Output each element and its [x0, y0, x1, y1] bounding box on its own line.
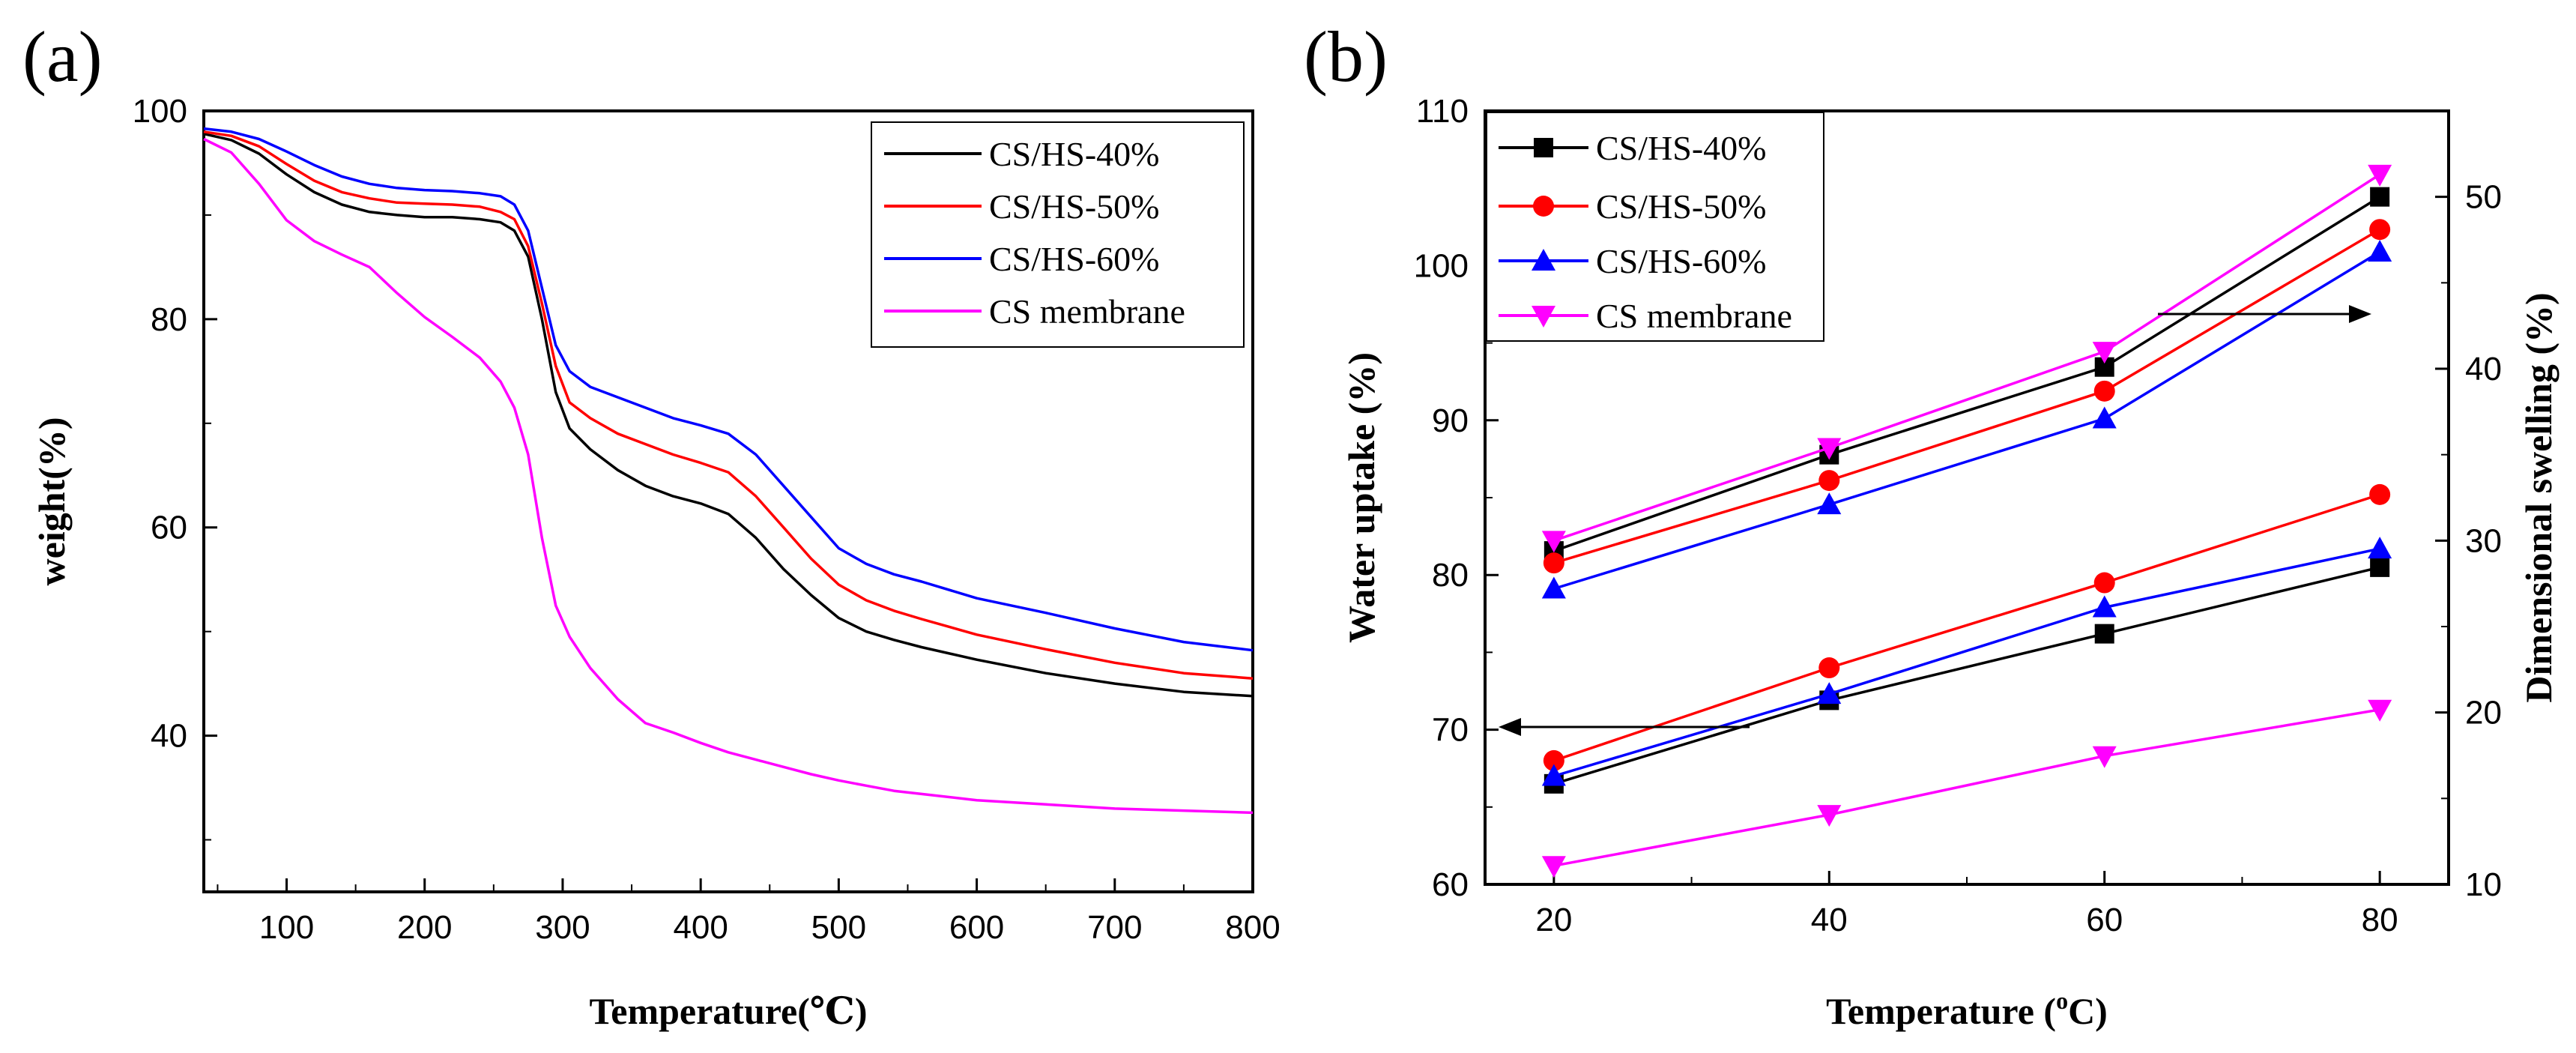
water-uptake-point-cs-membrane — [1541, 856, 1566, 878]
y-tick-label: 80 — [151, 301, 187, 338]
series-line-cs-hs-50 — [203, 130, 1254, 680]
panel-b-y2-axis-label: Dimensional swelling (%) — [2518, 292, 2560, 702]
legend-label-cs-hs-40: CS/HS-40% — [1596, 129, 1766, 167]
panel-a-plot-frame — [202, 109, 1254, 893]
panel-a: (a) 100 200 300 400 500 600 700 800 40 60 80 100 T… — [22, 16, 1281, 1032]
water-uptake-point-cs-membrane — [1817, 805, 1842, 827]
water-uptake-point-cs-membrane — [2368, 699, 2392, 722]
swelling-point-cs-hs-50 — [1818, 470, 1840, 492]
swelling-point-cs-membrane — [2368, 164, 2392, 187]
swelling-line-cs-membrane — [1553, 173, 2381, 542]
swelling-point-cs-membrane — [1541, 531, 1566, 553]
water-uptake-point-cs-hs-50 — [1818, 657, 1840, 679]
y-tick-label: 90 — [1432, 402, 1469, 439]
legend-label-cs-membrane: CS membrane — [989, 292, 1185, 331]
y-tick-label: 100 — [1414, 247, 1469, 284]
panel-a-y-axis-label: weight(%) — [31, 417, 73, 586]
water-uptake-point-cs-hs-60 — [1817, 682, 1842, 704]
panel-a-x-ticks: 100 200 300 400 500 600 700 800 — [217, 878, 1281, 946]
left-arrow-annotation — [1499, 718, 1750, 736]
legend-label-cs-hs-40: CS/HS-40% — [989, 135, 1159, 173]
water-uptake-line-cs-hs-40 — [1553, 566, 2380, 785]
legend-label-cs-hs-50: CS/HS-50% — [989, 187, 1159, 226]
legend-label-cs-membrane: CS membrane — [1596, 297, 1792, 335]
x-tick-label: 60 — [2086, 902, 2123, 938]
panel-b-label: (b) — [1304, 16, 1388, 97]
panel-a-series — [203, 127, 1254, 815]
x-tick-label: 80 — [2362, 902, 2398, 938]
legend-label-cs-hs-60: CS/HS-60% — [1596, 242, 1766, 280]
water-uptake-point-cs-hs-50 — [1543, 749, 1564, 771]
panel-b-x-ticks: 20 40 60 80 — [1535, 871, 2398, 938]
y2-tick-label: 50 — [2465, 179, 2502, 216]
panel-a-x-axis-label: Temperature(℃) — [590, 990, 868, 1032]
y2-tick-label: 40 — [2465, 351, 2502, 387]
x-tick-label: 40 — [1811, 902, 1848, 938]
swelling-point-cs-membrane — [1817, 438, 1842, 460]
y2-tick-label: 10 — [2465, 866, 2502, 903]
x-tick-label: 200 — [397, 909, 452, 946]
swelling-point-cs-hs-50 — [1543, 552, 1564, 574]
y2-tick-label: 30 — [2465, 522, 2502, 559]
panel-b-x-axis-label: Temperature (oC) — [1826, 987, 2108, 1032]
water-uptake-point-cs-hs-60 — [1541, 764, 1566, 786]
x-tick-label: 700 — [1087, 909, 1142, 946]
water-uptake-point-cs-hs-50 — [2369, 483, 2391, 505]
legend-marker-cs-membrane — [1532, 306, 1555, 328]
y2-tick-label: 20 — [2465, 695, 2502, 731]
panel-b: (b) 20 40 60 80 60 70 80 90 100 110 10 20 30 40 50 T… — [1304, 16, 2560, 1032]
series-line-cs-membrane — [203, 137, 1254, 815]
legend-label-cs-hs-60: CS/HS-60% — [989, 240, 1159, 278]
x-tick-label: 400 — [673, 909, 728, 946]
legend-label-cs-hs-50: CS/HS-50% — [1596, 187, 1766, 226]
water-uptake-line-cs-membrane — [1553, 708, 2380, 867]
water-uptake-point-cs-hs-60 — [2368, 537, 2392, 559]
x-tick-label: 800 — [1225, 909, 1280, 946]
y-tick-label: 60 — [1432, 866, 1469, 903]
swelling-line-cs-hs-50 — [1553, 228, 2380, 564]
swelling-line-cs-hs-60 — [1553, 250, 2381, 591]
panel-a-label: (a) — [22, 16, 103, 97]
swelling-point-cs-hs-50 — [2093, 380, 2115, 402]
water-uptake-point-cs-hs-60 — [2092, 595, 2117, 618]
water-uptake-line-cs-hs-50 — [1553, 493, 2380, 762]
x-tick-label: 100 — [259, 909, 314, 946]
legend-marker-cs-hs-60 — [1532, 249, 1555, 271]
panel-b-y-axis-label: Water uptake (%) — [1340, 352, 1382, 643]
x-tick-label: 500 — [811, 909, 866, 946]
panel-b-series — [1541, 164, 2392, 878]
panel-a-legend: CS/HS-40% CS/HS-50% CS/HS-60% CS membrane — [871, 121, 1245, 348]
swelling-point-cs-hs-50 — [2369, 219, 2391, 241]
swelling-line-cs-hs-40 — [1553, 196, 2381, 552]
legend-marker-cs-hs-50 — [1533, 196, 1554, 217]
x-tick-label: 300 — [535, 909, 590, 946]
y-tick-label: 40 — [151, 718, 187, 755]
water-uptake-point-cs-hs-50 — [2093, 572, 2115, 594]
water-uptake-point-cs-hs-40 — [2094, 624, 2114, 644]
panel-b-y2-ticks: 10 20 30 40 50 — [2435, 110, 2502, 903]
x-tick-label: 600 — [949, 909, 1004, 946]
water-uptake-line-cs-hs-60 — [1553, 547, 2380, 778]
legend-marker-cs-hs-40 — [1534, 138, 1553, 157]
swelling-point-cs-hs-60 — [1817, 492, 1842, 515]
panel-b-legend: CS/HS-40% CS/HS-50% CS/HS-60% CS membrane — [1486, 112, 1824, 342]
swelling-point-cs-hs-60 — [2368, 240, 2392, 262]
swelling-point-cs-membrane — [2092, 342, 2117, 364]
series-line-cs-hs-60 — [203, 127, 1254, 652]
panel-a-y-ticks: 40 60 80 100 — [133, 93, 217, 841]
y-tick-label: 110 — [1416, 93, 1469, 130]
swelling-point-cs-hs-60 — [1541, 576, 1566, 599]
y-tick-label: 80 — [1432, 557, 1469, 594]
series-line-cs-hs-40 — [203, 132, 1254, 698]
swelling-point-cs-hs-60 — [2092, 406, 2117, 429]
water-uptake-point-cs-hs-40 — [2370, 557, 2390, 577]
y-tick-label: 100 — [133, 93, 187, 130]
swelling-point-cs-hs-40 — [2370, 187, 2390, 207]
y-tick-label: 60 — [151, 510, 187, 546]
y-tick-label: 70 — [1432, 712, 1469, 749]
right-arrow-annotation — [2158, 305, 2371, 323]
water-uptake-point-cs-membrane — [2092, 746, 2117, 768]
x-tick-label: 20 — [1535, 902, 1572, 938]
